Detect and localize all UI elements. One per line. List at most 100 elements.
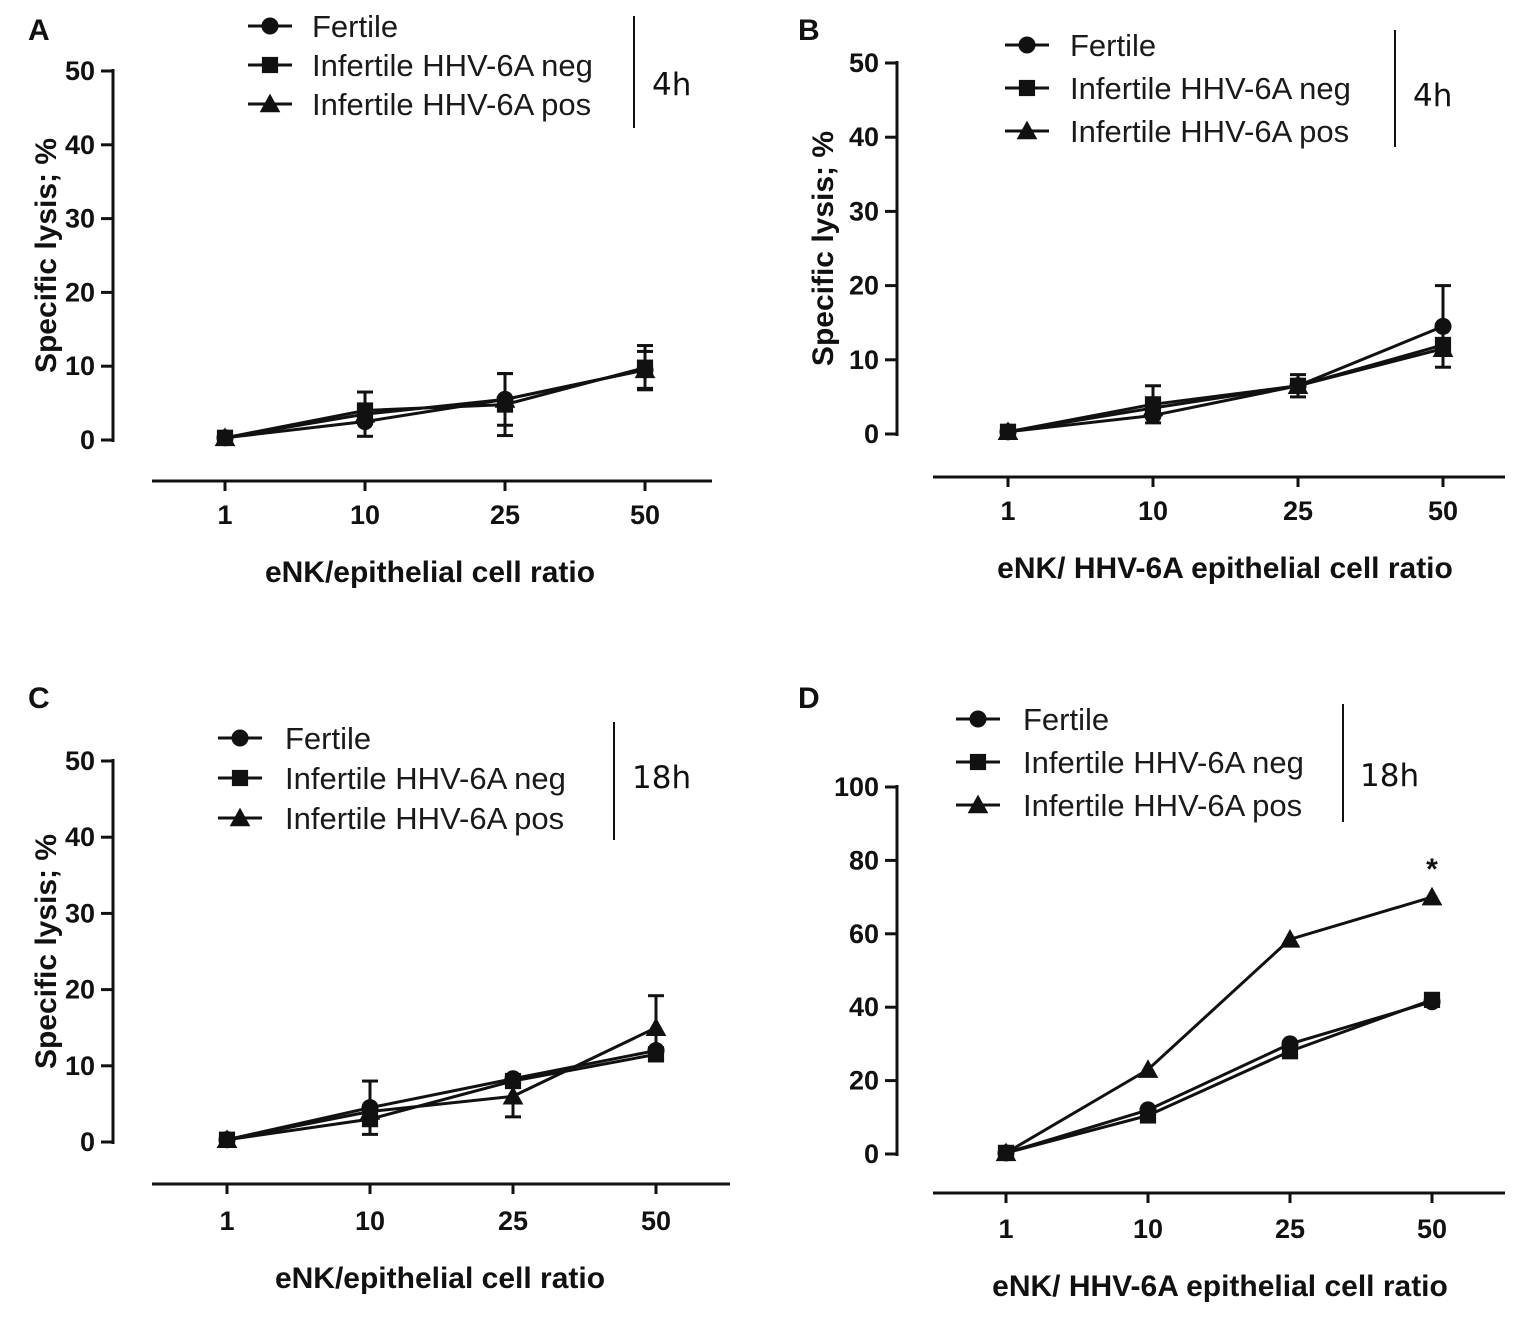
panel-label: D <box>798 682 820 715</box>
y-tick-label: 0 <box>864 1139 879 1169</box>
y-tick-label: 10 <box>849 345 879 375</box>
panel-b: B 0 10 20 30 40 50 1 10 25 50 eNK/ HHV-6A epithelia… <box>798 14 1505 585</box>
series-line <box>1007 347 1444 434</box>
legend-marker-circle <box>231 729 249 747</box>
y-tick-label: 100 <box>834 772 879 802</box>
x-tick-label: 1 <box>219 1206 234 1236</box>
data-point-triangle <box>997 421 1019 441</box>
x-tick-label: 50 <box>1428 496 1458 526</box>
y-axis-title: Specific lysis; % <box>30 138 63 373</box>
legend: Fertile Infertile HHV-6A neg Infertile HHV… <box>956 702 1419 823</box>
y-tick-label: 30 <box>65 204 95 234</box>
panel-label: A <box>28 14 50 47</box>
y-tick-label: 30 <box>849 196 879 226</box>
legend-label: Infertile HHV-6A neg <box>1070 71 1351 106</box>
x-tick-label: 50 <box>1417 1214 1447 1244</box>
panel-label: C <box>28 682 50 715</box>
legend-marker-circle <box>1018 36 1036 54</box>
series-line <box>1005 1000 1433 1155</box>
series-line <box>1007 325 1444 434</box>
x-tick-label: 1 <box>998 1214 1013 1244</box>
series-line <box>226 1026 657 1142</box>
data-point-triangle <box>1279 928 1301 948</box>
panel-d: D 0 20 40 60 80 100 1 10 25 50 eNK/ HHV-6A epitheli… <box>798 682 1505 1303</box>
x-tick-label: 25 <box>490 500 520 530</box>
y-axis-title: Specific lysis; % <box>807 131 840 366</box>
y-tick-label: 40 <box>65 822 95 852</box>
y-tick-label: 60 <box>849 919 879 949</box>
data-point-triangle <box>214 427 236 447</box>
legend-marker-triangle <box>259 93 281 113</box>
y-tick-label: 50 <box>849 48 879 78</box>
legend-label: Fertile <box>1070 28 1156 63</box>
legend-label: Fertile <box>285 721 371 756</box>
time-label: 4h <box>1413 78 1452 114</box>
series-triangle <box>216 994 667 1148</box>
legend-marker-circle <box>261 17 279 35</box>
time-label: 18h <box>1360 758 1419 794</box>
series-triangle <box>995 886 1443 1162</box>
panel-label: B <box>798 14 820 47</box>
data-point-triangle <box>216 1129 238 1148</box>
y-tick-label: 80 <box>849 845 879 875</box>
data-point-triangle <box>1142 397 1164 417</box>
data-point-triangle <box>1137 1059 1159 1078</box>
data-point-triangle <box>494 389 516 408</box>
y-tick-label: 0 <box>864 419 879 449</box>
y-axis-title: Specific lysis; % <box>30 834 63 1069</box>
data-point-triangle <box>1421 886 1443 906</box>
series-line <box>1005 998 1433 1155</box>
y-tick-label: 50 <box>65 56 95 86</box>
data-point-triangle <box>634 359 656 379</box>
data-point-square <box>1423 991 1441 1008</box>
x-axis-title: eNK/ HHV-6A epithelial cell ratio <box>997 552 1453 585</box>
series-line <box>1007 343 1444 434</box>
x-axis-title: eNK/epithelial cell ratio <box>265 556 595 589</box>
legend: Fertile Infertile HHV-6A neg Infertile HHV… <box>218 721 691 840</box>
legend-marker-triangle <box>1016 120 1038 140</box>
x-tick-label: 1 <box>1000 496 1015 526</box>
panel-a: A 0 10 20 30 40 50 1 10 25 50 eNK/epithelial cell r… <box>28 9 712 589</box>
series-line <box>226 1049 657 1142</box>
x-tick-label: 10 <box>355 1206 385 1236</box>
legend-label: Infertile HHV-6A neg <box>285 761 566 796</box>
y-tick-label: 40 <box>849 122 879 152</box>
series-line <box>226 1052 657 1142</box>
legend-label: Infertile HHV-6A pos <box>1023 788 1302 823</box>
time-label: 18h <box>632 760 691 796</box>
data-point-triangle <box>502 1085 524 1105</box>
y-tick-label: 10 <box>65 1051 95 1081</box>
series-circle <box>216 361 654 447</box>
x-tick-label: 50 <box>630 500 660 530</box>
x-tick-label: 10 <box>350 500 380 530</box>
y-tick-label: 20 <box>849 1066 879 1096</box>
legend: Fertile Infertile HHV-6A neg Infertile HHV… <box>248 9 691 128</box>
x-tick-label: 50 <box>641 1206 671 1236</box>
series-triangle <box>997 338 1454 441</box>
y-tick-label: 40 <box>849 992 879 1022</box>
series-triangle <box>214 349 656 447</box>
legend-marker-square <box>969 753 987 771</box>
data-point-square <box>1139 1107 1157 1124</box>
data-point-triangle <box>1432 338 1454 357</box>
x-tick-label: 10 <box>1133 1214 1163 1244</box>
x-tick-label: 25 <box>498 1206 528 1236</box>
data-point-triangle <box>354 403 376 423</box>
legend-marker-triangle <box>229 807 251 827</box>
y-tick-label: 0 <box>80 1127 95 1157</box>
legend-marker-triangle <box>967 794 989 814</box>
y-tick-label: 0 <box>80 425 95 455</box>
legend-label: Infertile HHV-6A neg <box>312 48 593 83</box>
legend-label: Infertile HHV-6A pos <box>285 801 564 836</box>
y-tick-label: 50 <box>65 746 95 776</box>
series-line <box>1005 895 1433 1155</box>
y-tick-label: 10 <box>65 351 95 381</box>
y-tick-label: 20 <box>849 271 879 301</box>
legend-marker-circle <box>969 710 987 728</box>
x-tick-label: 25 <box>1275 1214 1305 1244</box>
y-tick-label: 30 <box>65 898 95 928</box>
series-line <box>224 368 646 440</box>
y-tick-label: 20 <box>65 975 95 1005</box>
legend-marker-square <box>1018 79 1036 97</box>
